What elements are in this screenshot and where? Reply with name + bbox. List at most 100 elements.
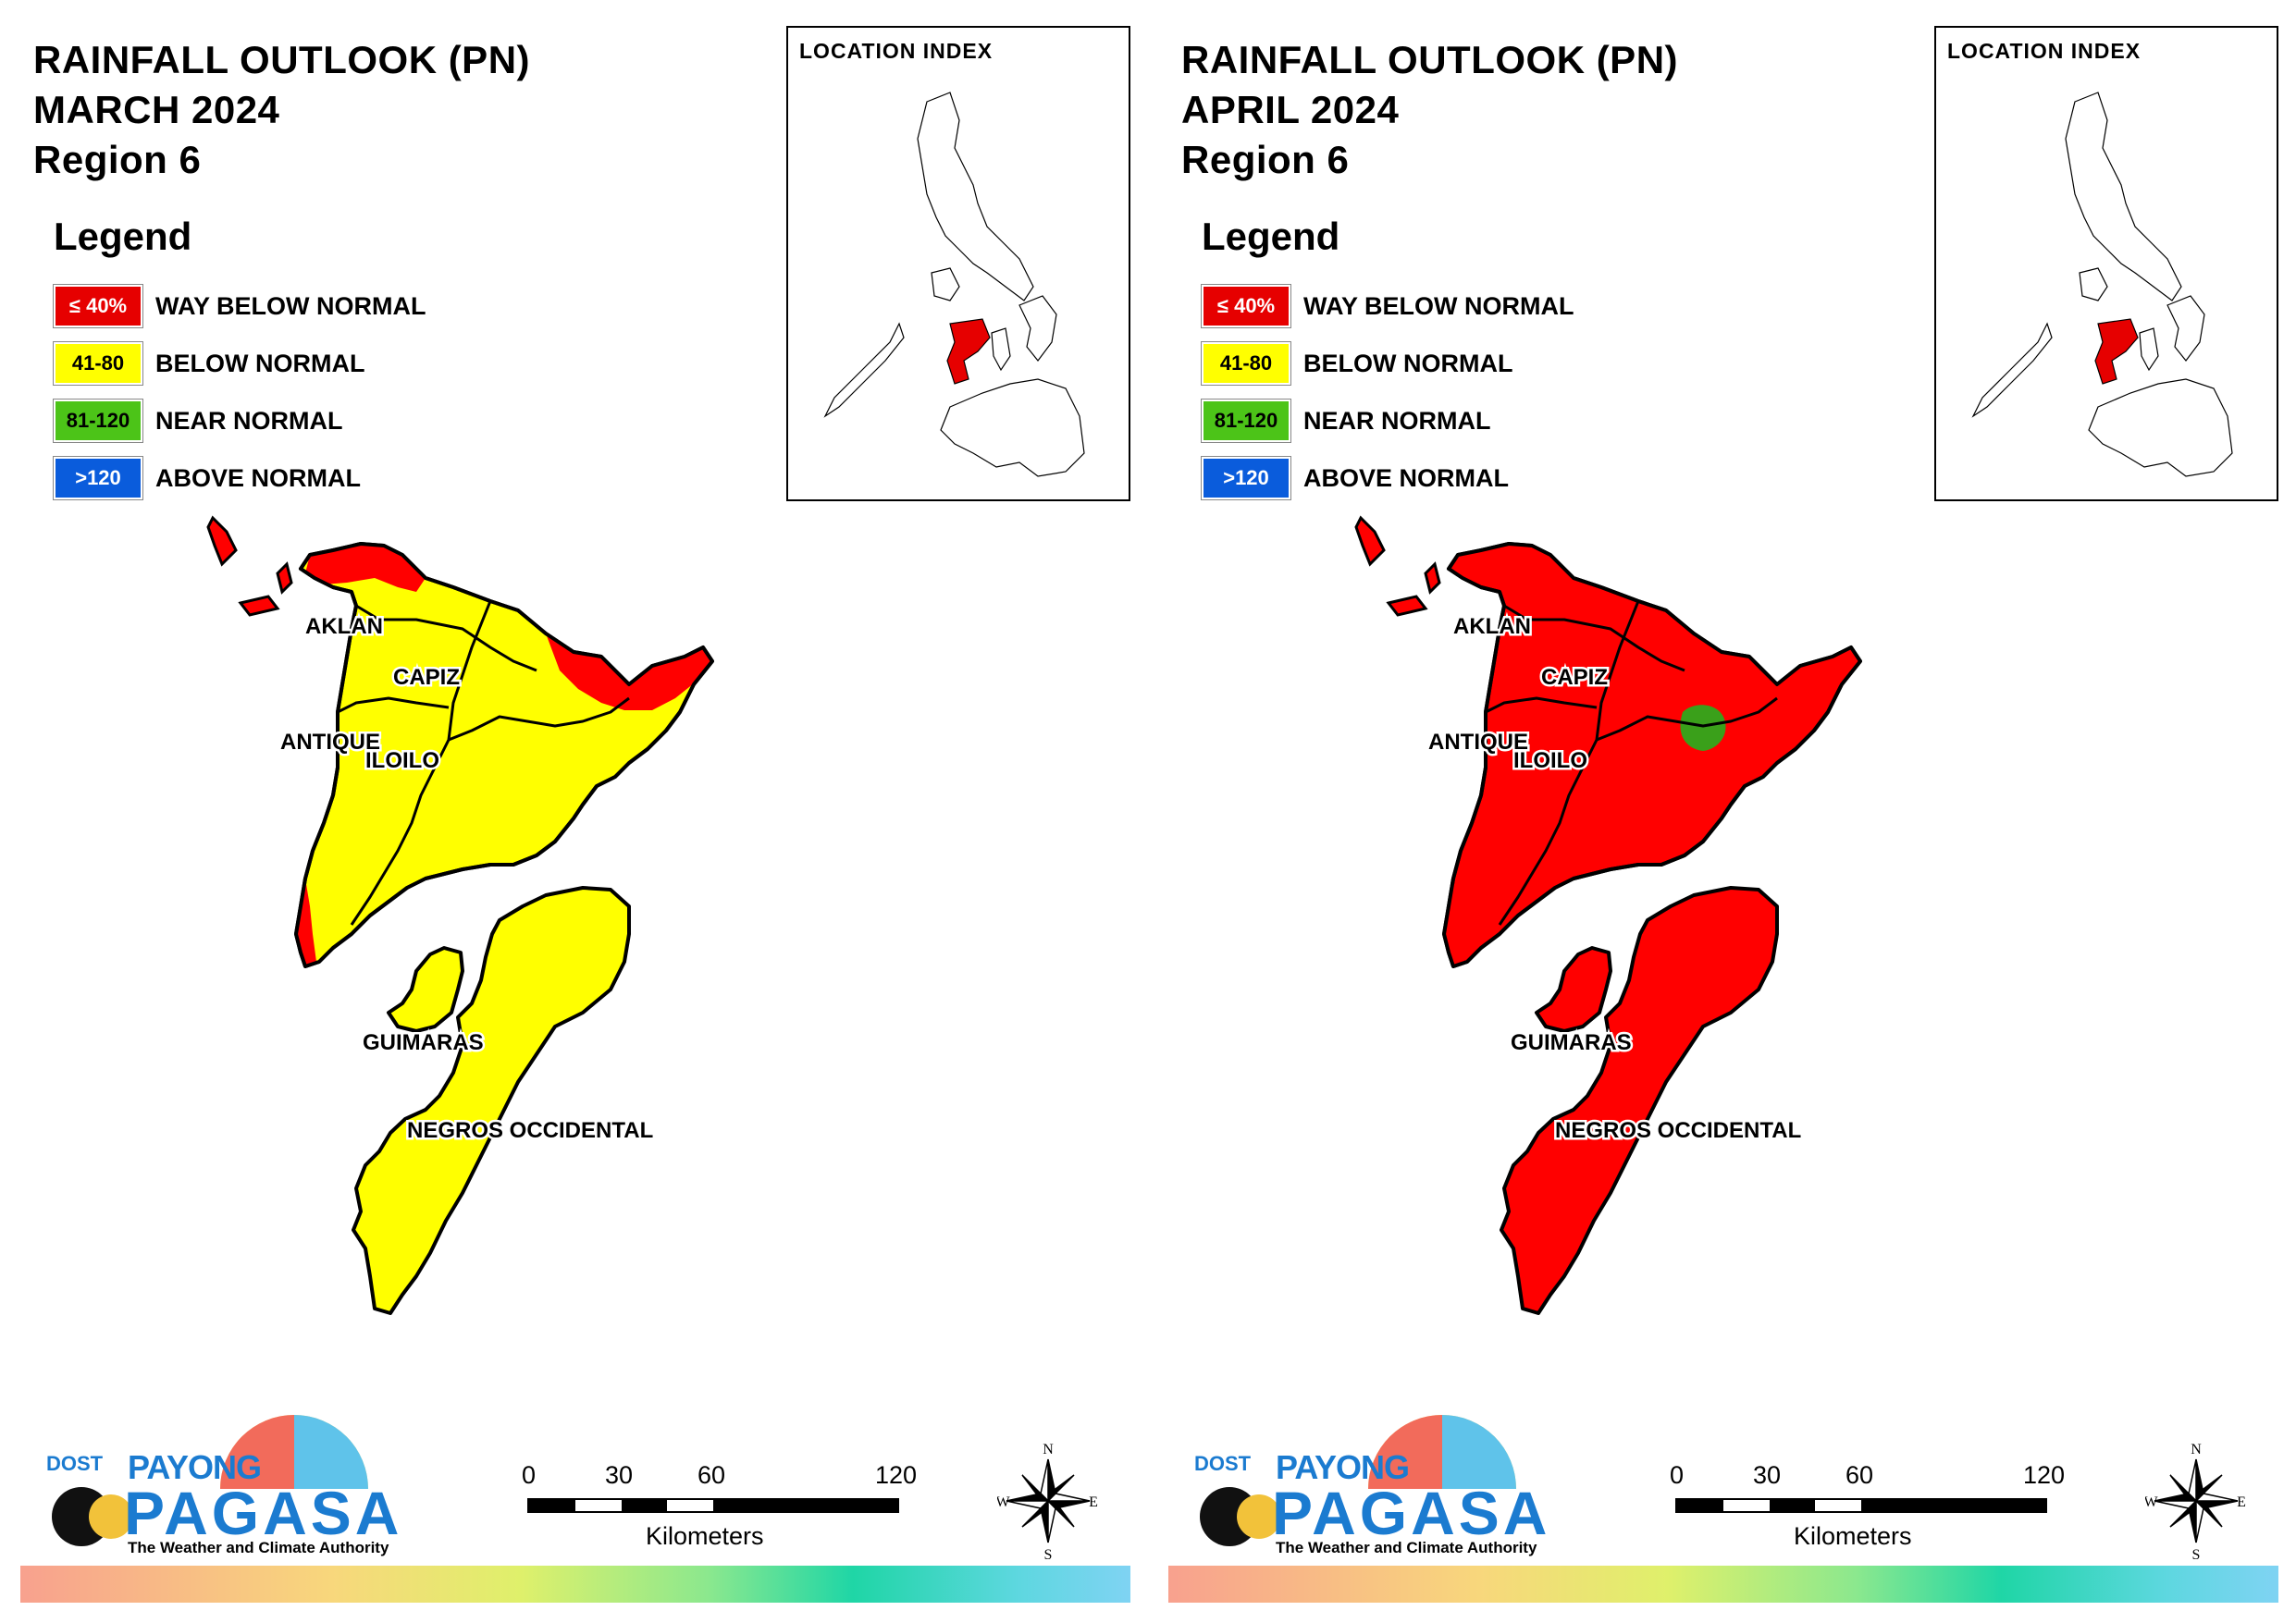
compass-e: E bbox=[2237, 1494, 2246, 1510]
guimaras-shape bbox=[387, 946, 464, 1033]
scale-unit: Kilometers bbox=[1794, 1522, 1912, 1550]
legend-swatch: >120 bbox=[1201, 456, 1291, 500]
guimaras-island bbox=[387, 946, 464, 1033]
location-index-label: LOCATION INDEX bbox=[1947, 39, 2142, 63]
scale-bar: 0 30 60 120 Kilometers bbox=[1670, 1461, 2080, 1563]
logo-tagline: The Weather and Climate Authority bbox=[128, 1539, 389, 1556]
compass-s: S bbox=[1044, 1547, 1053, 1561]
negros-occidental-shape bbox=[352, 886, 631, 1315]
legend-title: Legend bbox=[1202, 215, 1340, 258]
legend-label: BELOW NORMAL bbox=[155, 350, 365, 377]
compass-rose: N S E W bbox=[2143, 1441, 2247, 1563]
compass-w: W bbox=[997, 1494, 1010, 1510]
logo-pagasa: PAGASA bbox=[1272, 1479, 1551, 1547]
legend-item-way-below: ≤ 40% WAY BELOW NORMAL bbox=[53, 284, 426, 342]
luzon-shape bbox=[917, 92, 1034, 301]
guimaras-island bbox=[1535, 946, 1612, 1033]
logo-dost: DOST bbox=[1194, 1452, 1252, 1475]
label-aklan: AKLAN bbox=[1453, 614, 1531, 639]
footer-gradient-bar bbox=[1168, 1566, 2278, 1603]
legend-title: Legend bbox=[54, 215, 192, 258]
compass-s: S bbox=[2192, 1547, 2201, 1561]
scale-tick-30: 30 bbox=[1753, 1461, 1782, 1489]
legend-item-way-below: ≤ 40% WAY BELOW NORMAL bbox=[1201, 284, 1574, 342]
panel-title: RAINFALL OUTLOOK (PN) MARCH 2024 Region … bbox=[33, 35, 530, 185]
panay-island bbox=[294, 542, 714, 968]
legend: Legend ≤ 40% WAY BELOW NORMAL 41-80 BELO… bbox=[53, 215, 426, 514]
palawan-shape bbox=[1971, 322, 2053, 418]
location-index-box: LOCATION INDEX bbox=[1934, 26, 2278, 501]
panay-outline bbox=[1442, 542, 1862, 968]
island-shape bbox=[206, 515, 238, 567]
legend-label: NEAR NORMAL bbox=[1303, 407, 1491, 435]
cebu-bohol-shape bbox=[991, 327, 1011, 372]
footer-gradient-bar bbox=[20, 1566, 1130, 1603]
legend-swatch: ≤ 40% bbox=[1201, 284, 1291, 328]
label-guimaras: GUIMARAS bbox=[363, 1030, 484, 1055]
southwest-red-zone bbox=[296, 879, 316, 966]
scale-tick-120: 120 bbox=[875, 1461, 918, 1489]
compass-n: N bbox=[2191, 1442, 2202, 1457]
location-index-box: LOCATION INDEX bbox=[786, 26, 1130, 501]
scale-tick-0: 0 bbox=[522, 1461, 537, 1489]
scale-tick-60: 60 bbox=[1845, 1461, 1874, 1489]
legend-label: WAY BELOW NORMAL bbox=[1303, 292, 1574, 320]
southwest-red-zone bbox=[1444, 879, 1464, 966]
samar-leyte-shape bbox=[2166, 295, 2205, 362]
compass-e: E bbox=[1089, 1494, 1098, 1510]
island-shape bbox=[1354, 515, 1386, 567]
philippines-index-map bbox=[823, 92, 1085, 477]
mindoro-shape bbox=[2079, 267, 2108, 301]
cebu-bohol-shape bbox=[2139, 327, 2159, 372]
panel-title: RAINFALL OUTLOOK (PN) APRIL 2024 Region … bbox=[1181, 35, 1678, 185]
logo-payong: PAYONG bbox=[1276, 1448, 1410, 1486]
northwest-red-zone bbox=[305, 544, 426, 592]
compass-icon: N S E W bbox=[2143, 1442, 2246, 1563]
logo-tagline: The Weather and Climate Authority bbox=[1276, 1539, 1537, 1556]
scale-tick-30: 30 bbox=[605, 1461, 634, 1489]
payong-pagasa-logo: DOST PAYONG PAGASA The Weather and Clima… bbox=[35, 1387, 405, 1572]
province-boundary bbox=[355, 604, 537, 672]
legend-item-below: 41-80 BELOW NORMAL bbox=[1201, 341, 1512, 400]
green-patch bbox=[1680, 705, 1726, 751]
legend-item-near: 81-120 NEAR NORMAL bbox=[1201, 399, 1491, 457]
island-shape bbox=[238, 595, 280, 617]
label-aklan: AKLAN bbox=[305, 614, 383, 639]
label-guimaras: GUIMARAS bbox=[1511, 1030, 1632, 1055]
logo-dost: DOST bbox=[46, 1452, 104, 1475]
province-boundary bbox=[1595, 600, 1640, 741]
label-antique: ANTIQUE bbox=[280, 730, 380, 755]
scale-bar-graphic bbox=[1675, 1498, 2047, 1513]
scale-tick-60: 60 bbox=[697, 1461, 726, 1489]
legend-label: WAY BELOW NORMAL bbox=[155, 292, 426, 320]
compass-n: N bbox=[1043, 1442, 1054, 1457]
compass-rose: N S E W bbox=[995, 1441, 1099, 1563]
scale-bar-graphic bbox=[527, 1498, 899, 1513]
north-islands bbox=[206, 515, 293, 617]
northwest-red-zone bbox=[1453, 544, 1574, 592]
label-capiz: CAPIZ bbox=[393, 665, 460, 690]
luzon-shape bbox=[2065, 92, 2182, 301]
umbrella-icon bbox=[52, 1415, 368, 1546]
region6-map: AKLAN CAPIZ ANTIQUE ILOILO GUIMARAS NEGR… bbox=[1354, 515, 1862, 1315]
legend-label: BELOW NORMAL bbox=[1303, 350, 1513, 377]
title-line-region: Region 6 bbox=[1181, 138, 1350, 181]
label-negros-occidental: NEGROS OCCIDENTAL bbox=[1555, 1118, 1801, 1143]
logo-pagasa: PAGASA bbox=[124, 1479, 403, 1547]
legend-swatch: ≤ 40% bbox=[53, 284, 143, 328]
scale-tick-0: 0 bbox=[1670, 1461, 1685, 1489]
legend: Legend ≤ 40% WAY BELOW NORMAL 41-80 BELO… bbox=[1201, 215, 1574, 514]
province-boundary bbox=[337, 696, 450, 714]
legend-swatch: 41-80 bbox=[53, 341, 143, 386]
title-line-month: MARCH 2024 bbox=[33, 88, 280, 131]
samar-leyte-shape bbox=[1018, 295, 1057, 362]
negros-occidental-shape bbox=[1500, 886, 1779, 1315]
title-line-1: RAINFALL OUTLOOK (PN) bbox=[33, 38, 531, 81]
legend-label: ABOVE NORMAL bbox=[1303, 464, 1509, 492]
island-shape bbox=[1424, 561, 1441, 595]
province-boundary bbox=[448, 696, 630, 742]
island-shape bbox=[1386, 595, 1428, 617]
legend-item-above: >120 ABOVE NORMAL bbox=[1201, 456, 1509, 514]
title-line-region: Region 6 bbox=[33, 138, 202, 181]
compass-icon: N S E W bbox=[995, 1442, 1098, 1563]
